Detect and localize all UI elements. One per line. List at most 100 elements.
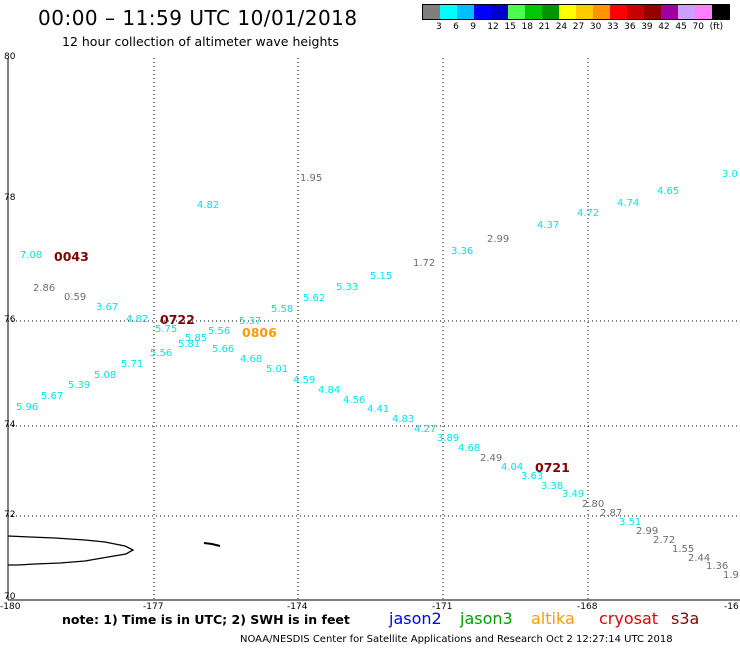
scale-swatch bbox=[423, 5, 440, 19]
legend-jason2: jason2 bbox=[389, 609, 442, 628]
wave-height-value: 4.37 bbox=[537, 220, 560, 231]
coastline-island bbox=[7, 535, 135, 566]
wave-height-value: 4.82 bbox=[197, 200, 220, 211]
scale-label: 12 bbox=[487, 22, 499, 32]
wave-height-value: 3.0 bbox=[722, 169, 738, 180]
wave-height-value: 5.66 bbox=[212, 344, 235, 355]
scale-swatch bbox=[508, 5, 525, 19]
wave-height-value: 5.15 bbox=[370, 271, 393, 282]
footnote: note: 1) Time is in UTC; 2) SWH is in fe… bbox=[62, 612, 350, 627]
scale-label: 30 bbox=[589, 22, 602, 32]
wave-height-value: 5.33 bbox=[336, 282, 359, 293]
scale-swatch bbox=[491, 5, 508, 19]
wave-height-value: 5.08 bbox=[94, 370, 117, 381]
wave-height-value: 5.56 bbox=[150, 348, 173, 359]
scale-swatch bbox=[559, 5, 576, 19]
wave-height-value: 4.72 bbox=[577, 208, 600, 219]
map-title: 00:00 – 11:59 UTC 10/01/2018 bbox=[38, 6, 358, 30]
lat-label-76: 76 bbox=[4, 315, 16, 325]
lat-label-72: 72 bbox=[4, 510, 16, 520]
wave-height-value: 2.87 bbox=[600, 508, 623, 519]
wave-height-value: 2.86 bbox=[33, 283, 56, 294]
lon-label-177: -177 bbox=[143, 602, 164, 612]
scale-label: 33 bbox=[607, 22, 619, 32]
wave-height-value: 4.82 bbox=[126, 314, 149, 325]
legend-jason3: jason3 bbox=[460, 609, 513, 628]
wave-height-value: 0.59 bbox=[64, 292, 87, 303]
credit-line: NOAA/NESDIS Center for Satellite Applica… bbox=[240, 634, 673, 645]
wave-height-value: 4.68 bbox=[458, 443, 481, 454]
scale-swatch bbox=[576, 5, 593, 19]
wave-height-value: 5.71 bbox=[121, 359, 144, 370]
lat-label-78: 78 bbox=[4, 193, 16, 203]
lon-label-180: -180 bbox=[0, 602, 21, 612]
wave-height-value: 5.01 bbox=[266, 364, 289, 375]
lon-label-168: -168 bbox=[577, 602, 598, 612]
lon-label-171: -171 bbox=[432, 602, 453, 612]
wave-height-value: 4.68 bbox=[240, 354, 263, 365]
scale-swatch bbox=[678, 5, 695, 19]
scale-swatch bbox=[440, 5, 457, 19]
wave-height-value: 4.27 bbox=[414, 424, 437, 435]
scale-swatch bbox=[542, 5, 559, 19]
wave-height-value: 5.67 bbox=[41, 391, 64, 402]
scale-swatch bbox=[712, 5, 729, 19]
wave-height-value: 1.95 bbox=[300, 173, 323, 184]
wave-height-value: 5.39 bbox=[68, 380, 91, 391]
pass-time-label: 0722 bbox=[160, 312, 195, 327]
wave-height-value: 4.41 bbox=[367, 404, 390, 415]
scale-label: (ft) bbox=[709, 22, 724, 32]
wave-height-value: 2.99 bbox=[487, 234, 510, 245]
legend-s3a: s3a bbox=[671, 609, 700, 628]
scale-label: 39 bbox=[641, 22, 653, 32]
wave-height-value: 4.65 bbox=[657, 186, 680, 197]
wave-height-value: 1.9 bbox=[723, 570, 739, 581]
scale-swatch bbox=[593, 5, 610, 19]
wave-height-value: 1.55 bbox=[672, 544, 695, 555]
wave-height-value: 5.62 bbox=[303, 293, 326, 304]
wave-height-value: 5.37 bbox=[239, 316, 262, 327]
wave-height-value: 7.08 bbox=[20, 250, 43, 261]
scale-swatch bbox=[695, 5, 712, 19]
wave-height-value: 4.56 bbox=[343, 395, 366, 406]
wave-height-value: 1.36 bbox=[706, 561, 729, 572]
scale-swatch bbox=[627, 5, 644, 19]
lat-label-80: 80 bbox=[4, 52, 16, 62]
scale-label: 3 bbox=[436, 22, 442, 32]
wave-height-value: 4.84 bbox=[318, 385, 341, 396]
wave-height-value: 3.49 bbox=[562, 489, 585, 500]
legend-altika: altika bbox=[531, 609, 575, 628]
lat-label-70: 70 bbox=[4, 592, 16, 602]
pass-time-label: 0721 bbox=[535, 460, 570, 475]
scale-label: 27 bbox=[572, 22, 585, 32]
wave-height-value: 3.51 bbox=[619, 517, 642, 528]
scale-label: 36 bbox=[624, 22, 636, 32]
scale-label: 9 bbox=[470, 22, 476, 32]
scale-swatch bbox=[457, 5, 474, 19]
scale-label: 15 bbox=[504, 22, 516, 32]
lat-label-74: 74 bbox=[4, 420, 16, 430]
wave-height-value: 5.81 bbox=[178, 339, 201, 350]
wave-height-value: 2.49 bbox=[480, 453, 503, 464]
wave-height-value: 3.36 bbox=[451, 246, 474, 257]
scale-label: 24 bbox=[555, 22, 568, 32]
pass-time-label: 0806 bbox=[242, 325, 277, 340]
wave-height-value: 2.99 bbox=[636, 526, 659, 537]
wave-height-value: 5.85 bbox=[185, 333, 208, 344]
scale-swatch bbox=[610, 5, 627, 19]
scale-swatch bbox=[525, 5, 542, 19]
scale-label: 18 bbox=[521, 22, 533, 32]
wave-height-value: 5.56 bbox=[208, 326, 231, 337]
wave-height-value: 5.75 bbox=[155, 324, 178, 335]
wave-height-value: 5.58 bbox=[271, 304, 294, 315]
wave-height-value: 4.74 bbox=[617, 198, 640, 209]
wave-height-value: 2.80 bbox=[582, 499, 605, 510]
scale-label: 6 bbox=[453, 22, 459, 32]
wave-height-value: 2.44 bbox=[688, 553, 711, 564]
wave-height-value: 3.63 bbox=[521, 471, 544, 482]
wave-height-value: 4.04 bbox=[501, 462, 524, 473]
wave-height-value: 4.83 bbox=[392, 414, 415, 425]
wave-height-value: 2.72 bbox=[653, 535, 676, 546]
legend-cryosat: cryosat bbox=[599, 609, 659, 628]
